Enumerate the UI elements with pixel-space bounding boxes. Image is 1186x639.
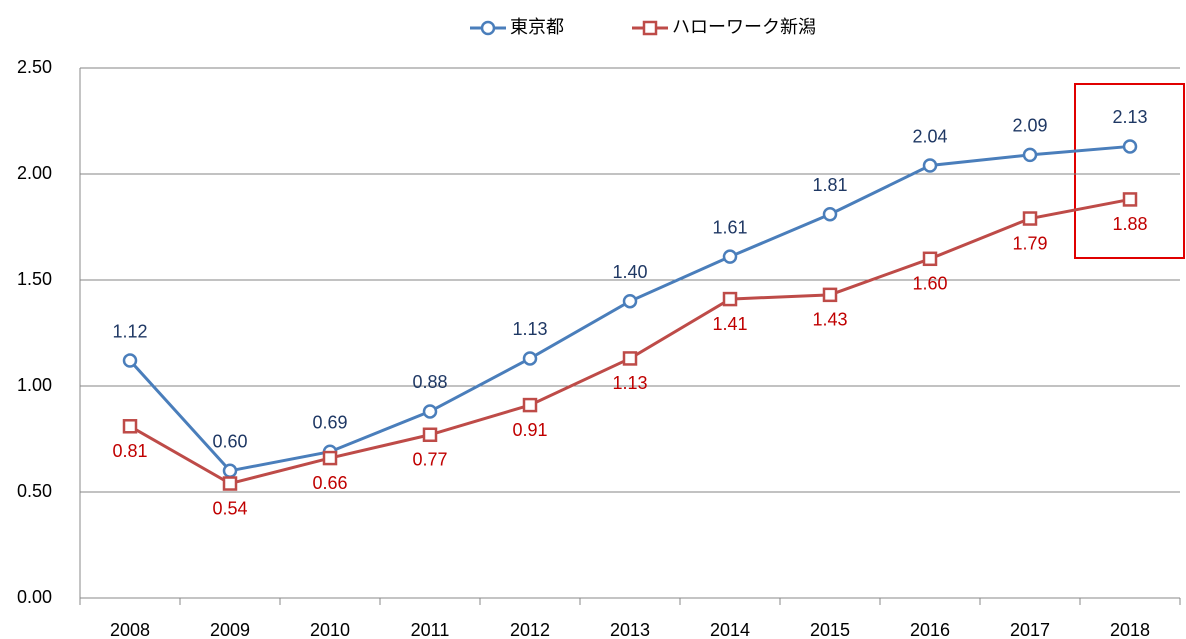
- x-tick-label: 2008: [110, 620, 150, 639]
- data-label: 0.54: [212, 498, 247, 518]
- series-line: [129, 197, 1131, 486]
- highlight-box: [1074, 83, 1185, 259]
- data-label: 1.13: [512, 319, 547, 339]
- y-tick-label: 1.50: [17, 269, 52, 289]
- data-label: 1.43: [812, 310, 847, 330]
- data-label: 0.88: [412, 372, 447, 392]
- x-tick-label: 2014: [710, 620, 750, 639]
- marker: [322, 450, 338, 466]
- data-label: 2.13: [1112, 107, 1147, 127]
- legend-label: ハローワーク新潟: [672, 17, 816, 37]
- x-tick-label: 2016: [910, 620, 950, 639]
- marker: [1122, 192, 1138, 207]
- data-label: 0.77: [412, 450, 447, 470]
- y-tick-label: 0.50: [17, 481, 52, 501]
- marker: [722, 291, 738, 307]
- x-tick-label: 2013: [610, 620, 650, 639]
- data-label: 1.61: [712, 217, 747, 237]
- x-tick-label: 2018: [1110, 620, 1150, 639]
- y-tick-label: 1.00: [17, 375, 52, 395]
- x-tick-label: 2009: [210, 620, 250, 639]
- x-tick-label: 2011: [411, 620, 450, 639]
- data-label: 1.60: [912, 274, 947, 294]
- data-label: 1.81: [812, 175, 847, 195]
- data-label: 2.04: [912, 126, 947, 146]
- marker: [122, 419, 138, 434]
- marker: [522, 397, 538, 413]
- marker: [722, 249, 738, 264]
- data-label: 2.09: [1012, 116, 1047, 136]
- marker: [922, 251, 938, 267]
- y-tick-label: 2.50: [17, 57, 52, 77]
- marker: [122, 353, 138, 368]
- marker: [222, 463, 238, 479]
- x-tick-label: 2015: [810, 620, 850, 639]
- marker: [480, 20, 496, 36]
- marker: [822, 287, 838, 303]
- marker: [622, 351, 638, 366]
- marker: [622, 293, 638, 309]
- data-label: 1.40: [612, 262, 647, 282]
- marker: [922, 158, 938, 173]
- data-label: 0.60: [212, 432, 247, 452]
- marker: [522, 351, 538, 366]
- marker: [422, 404, 438, 419]
- data-label: 0.81: [112, 441, 147, 461]
- y-tick-label: 2.00: [17, 163, 52, 183]
- marker: [1022, 211, 1038, 226]
- marker: [822, 207, 838, 222]
- x-tick-label: 2012: [510, 620, 550, 639]
- marker: [642, 20, 658, 36]
- data-label: 1.41: [712, 314, 747, 334]
- marker: [422, 427, 438, 443]
- data-label: 1.88: [1112, 214, 1147, 234]
- data-label: 0.66: [312, 473, 347, 493]
- y-tick-label: 0.00: [17, 587, 52, 607]
- marker: [1122, 139, 1138, 154]
- data-label: 1.79: [1012, 233, 1047, 253]
- x-tick-label: 2010: [310, 620, 350, 639]
- data-label: 0.69: [312, 412, 347, 432]
- series-line: [128, 144, 1131, 473]
- data-label: 0.91: [512, 420, 547, 440]
- data-label: 1.13: [612, 373, 647, 393]
- legend-label: 東京都: [510, 17, 564, 37]
- marker: [222, 476, 238, 491]
- data-label: 1.12: [112, 321, 147, 341]
- x-tick-label: 2017: [1010, 620, 1050, 639]
- marker: [1022, 147, 1038, 163]
